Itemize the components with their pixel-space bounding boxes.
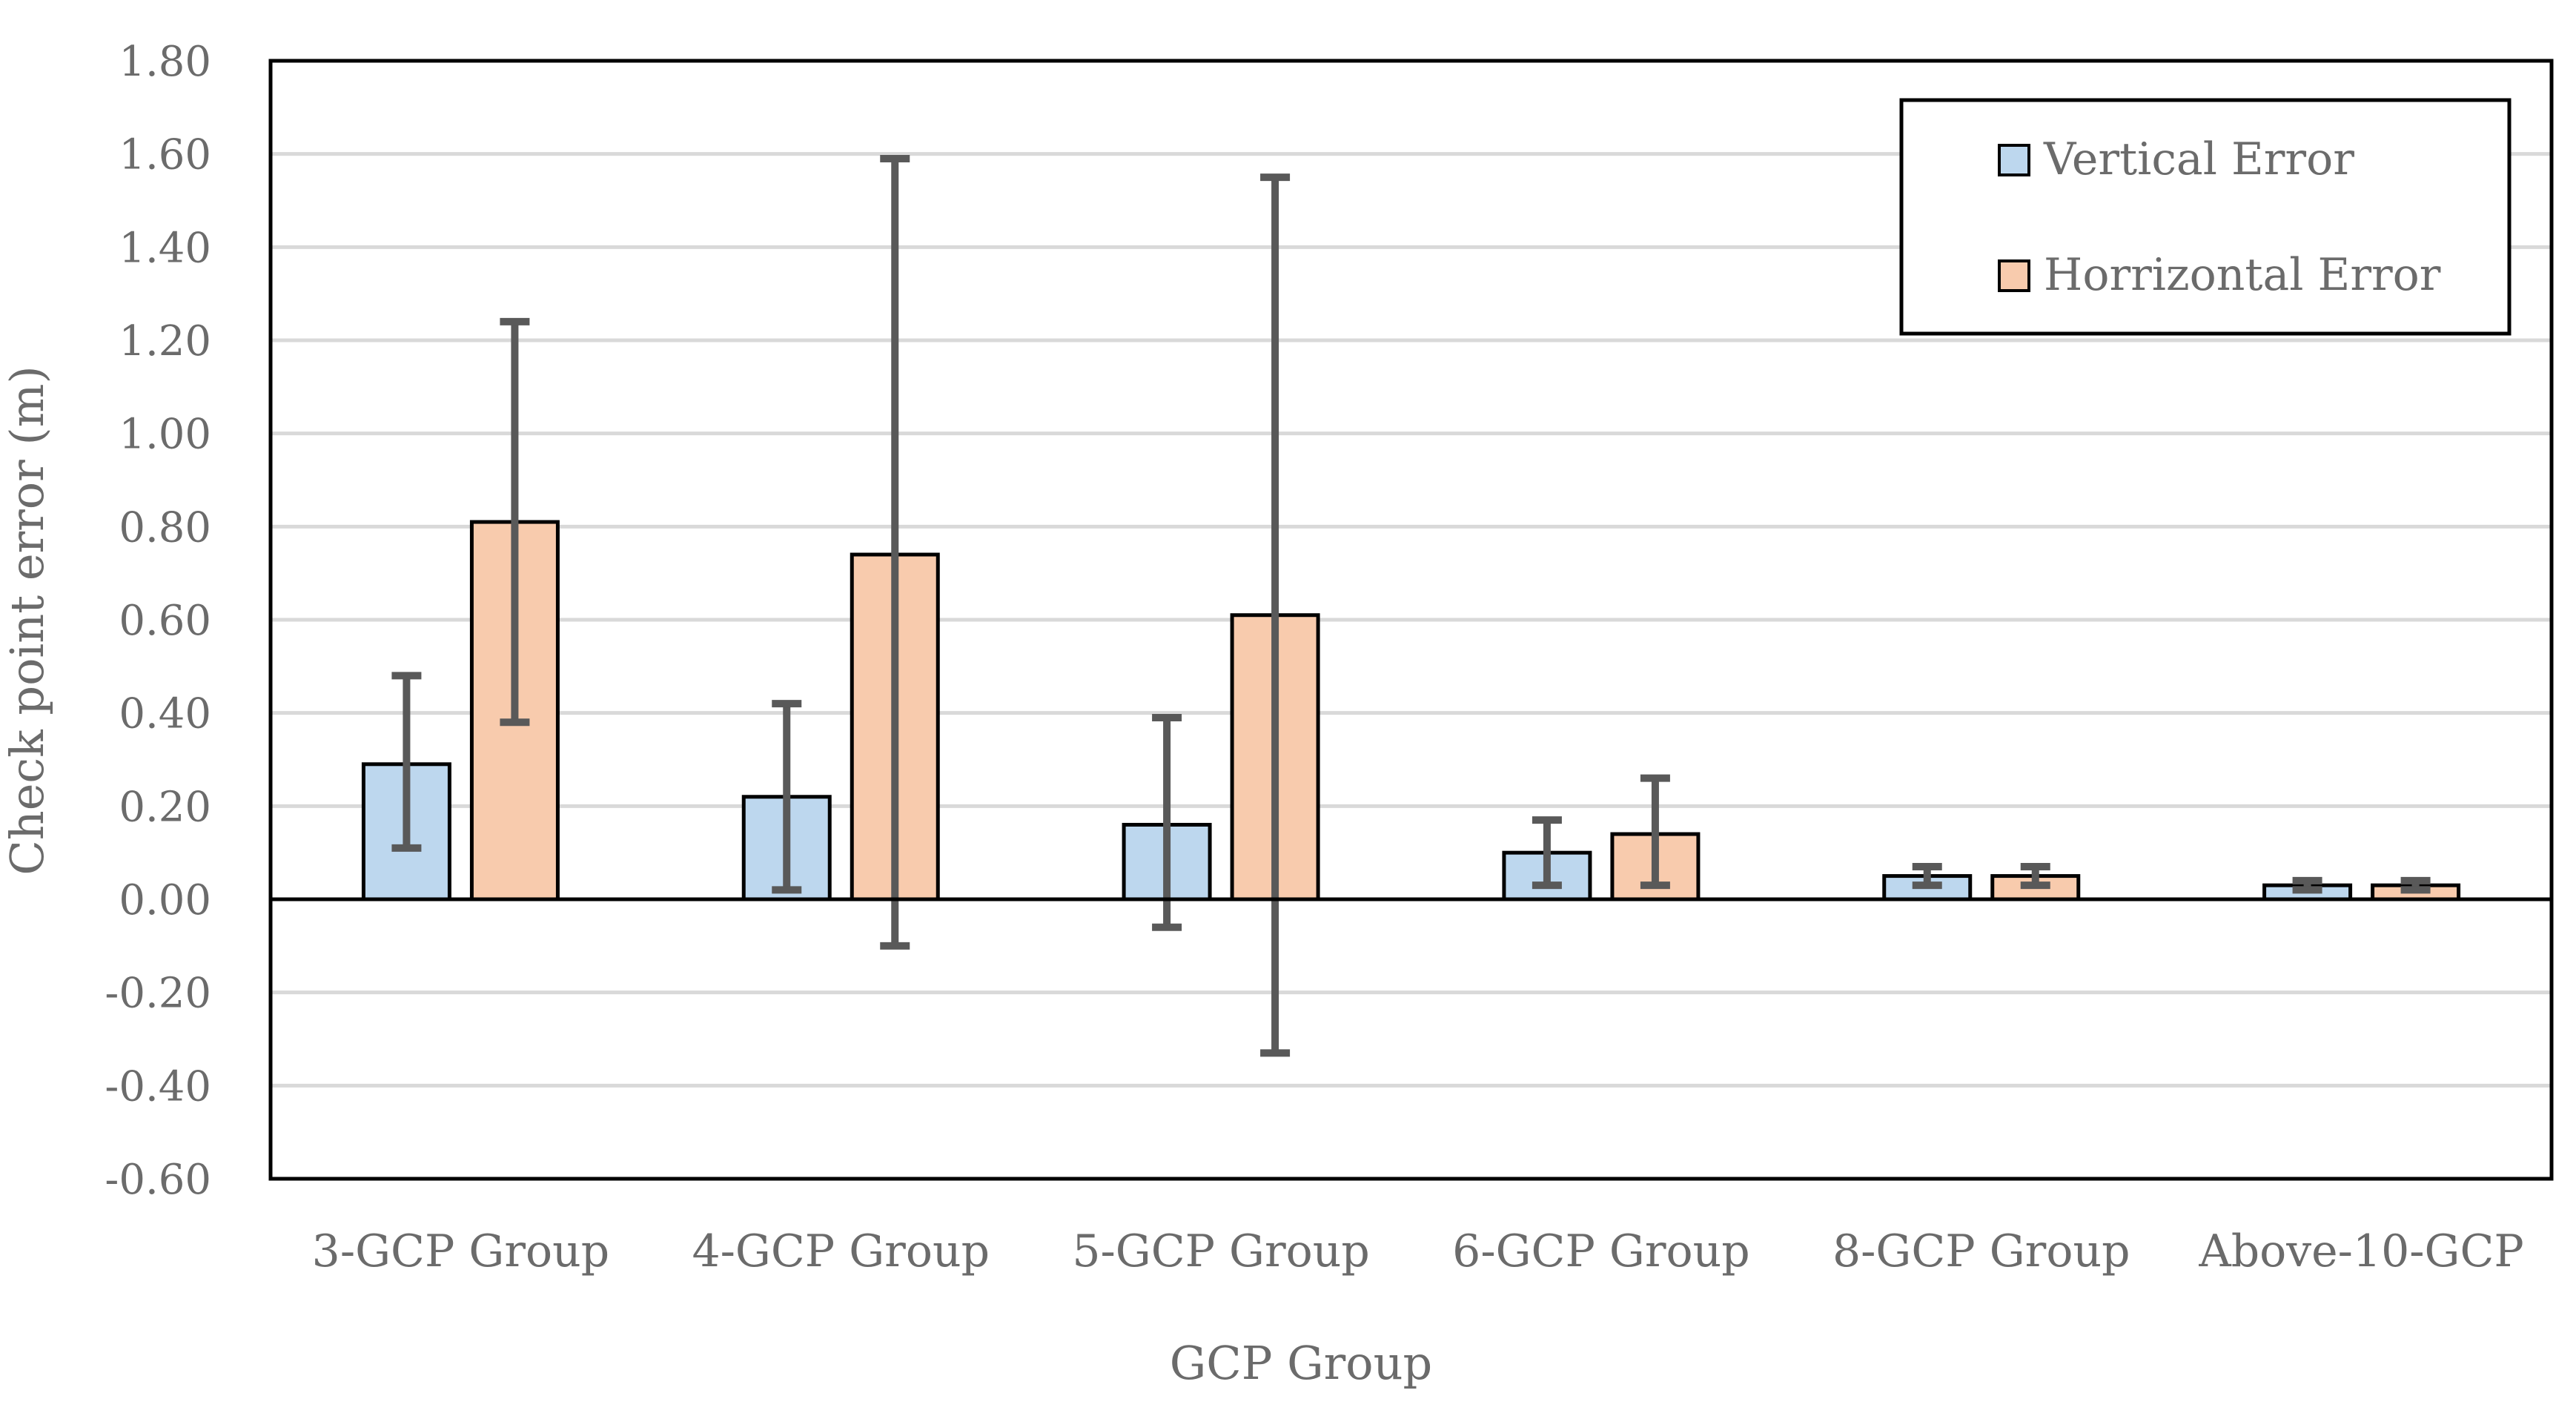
bars xyxy=(361,520,2461,901)
y-axis-title: Check point error (m) xyxy=(0,365,54,875)
y-tick-label: -0.60 xyxy=(105,1156,211,1204)
error-bars xyxy=(391,154,2431,1057)
x-category-label: Above-10-GCP xyxy=(2198,1225,2523,1277)
y-tick-label: 1.80 xyxy=(119,38,211,86)
y-axis-ticks: 1.80 1.60 1.40 1.20 1.00 0.80 0.60 0.40 0.20 0.00… xyxy=(105,38,211,1204)
y-tick-label: 1.60 xyxy=(119,131,211,179)
y-tick-label: 1.20 xyxy=(119,317,211,365)
legend-swatch-vertical-error xyxy=(1998,144,2030,176)
gridlines xyxy=(271,152,2552,1088)
y-tick-label: 0.20 xyxy=(119,783,211,831)
x-category-label: 3-GCP Group xyxy=(312,1225,610,1277)
x-category-label: 8-GCP Group xyxy=(1832,1225,2130,1277)
legend-label-horizontal-error: Horrizontal Error xyxy=(2044,249,2441,301)
x-category-label: 6-GCP Group xyxy=(1452,1225,1750,1277)
legend-box xyxy=(1899,98,2512,336)
x-axis-title: GCP Group xyxy=(1170,1336,1433,1390)
y-tick-label: 0.80 xyxy=(119,503,211,552)
legend-label-vertical-error: Vertical Error xyxy=(2043,133,2354,185)
y-tick-label: -0.40 xyxy=(105,1062,211,1111)
legend-swatch-horizontal-error xyxy=(1998,259,2030,292)
legend: Vertical Error Horrizontal Error xyxy=(1899,98,2512,336)
y-tick-label: 0.00 xyxy=(119,876,211,924)
y-tick-label: 1.40 xyxy=(119,224,211,272)
plot-area xyxy=(268,59,2554,1181)
y-tick-label: 1.00 xyxy=(119,411,211,459)
x-axis-categories: 3-GCP Group 4-GCP Group 5-GCP Group 6-GCP G… xyxy=(312,1225,2524,1277)
x-category-label: 4-GCP Group xyxy=(692,1225,990,1277)
x-category-label: 5-GCP Group xyxy=(1072,1225,1370,1277)
y-tick-label: -0.20 xyxy=(105,970,211,1018)
y-tick-label: 0.60 xyxy=(119,597,211,645)
y-tick-label: 0.40 xyxy=(119,690,211,738)
